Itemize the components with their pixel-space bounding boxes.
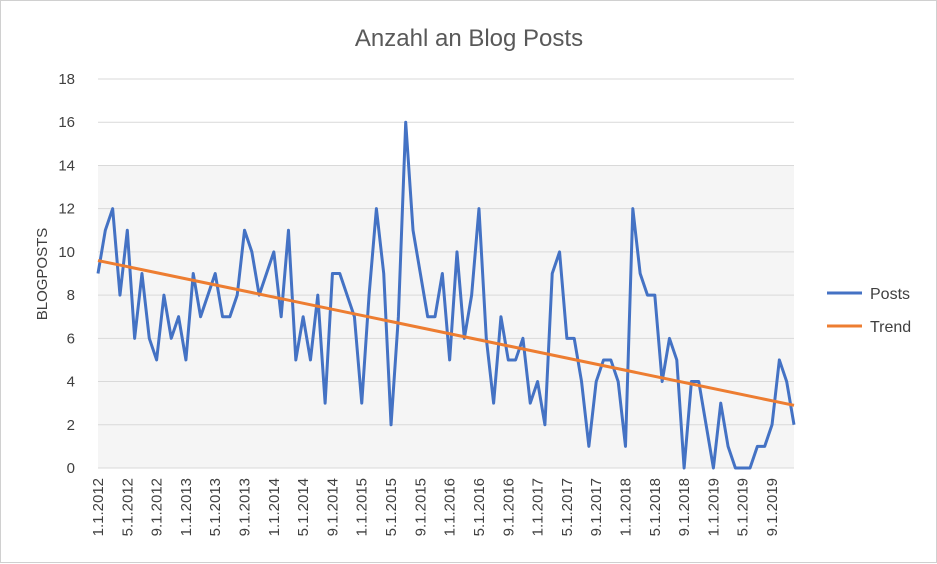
y-tick-label: 10 [58,244,75,261]
y-tick-label: 12 [58,201,75,218]
x-tick-label: 1.1.2012 [90,478,107,536]
x-tick-label: 1.1.2014 [266,478,283,536]
y-tick-label: 0 [67,460,75,477]
gridlines [98,78,794,469]
x-tick-label: 1.1.2015 [354,478,371,536]
legend-label-trend: Trend [870,319,911,336]
series-line-posts [96,120,796,470]
x-tick-label: 9.1.2018 [676,478,693,536]
series-line-trend [97,259,795,407]
y-tick-label: 16 [58,114,75,131]
x-tick-label: 9.1.2014 [324,478,341,536]
x-tick-label: 1.1.2013 [178,478,195,536]
x-tick-label: 1.1.2018 [617,478,634,536]
x-tick-label: 9.1.2019 [764,478,781,536]
y-tick-label: 14 [58,157,75,174]
y-tick-label: 4 [67,374,75,391]
x-tick-label: 1.1.2019 [705,478,722,536]
x-tick-label: 5.1.2014 [295,478,312,536]
x-tick-label: 9.1.2012 [149,478,166,536]
x-tick-label: 9.1.2015 [412,478,429,536]
x-tick-label: 1.1.2017 [530,478,547,536]
legend-label-posts: Posts [870,286,910,303]
x-tick-label: 5.1.2019 [735,478,752,536]
x-tick-label: 5.1.2013 [207,478,224,536]
legend: Posts Trend [827,286,911,336]
y-axis-label: BLOGPOSTS [34,228,51,321]
x-tick-label: 5.1.2016 [471,478,488,536]
x-tick-label: 9.1.2016 [500,478,517,536]
x-tick-label: 1.1.2016 [442,478,459,536]
x-tick-label: 5.1.2018 [647,478,664,536]
x-tick-label: 5.1.2017 [559,478,576,536]
series [96,120,796,470]
x-tick-label: 5.1.2015 [383,478,400,536]
y-tick-label: 18 [58,71,75,88]
x-tick-label: 5.1.2012 [119,478,136,536]
x-tick-label: 9.1.2013 [237,478,254,536]
chart-title: Anzahl an Blog Posts [355,25,583,52]
y-tick-label: 8 [67,287,75,304]
x-tick-label: 9.1.2017 [588,478,605,536]
y-tick-label: 2 [67,417,75,434]
y-tick-label: 6 [67,330,75,347]
axes: 0 2 4 6 8 10 12 14 16 18 1.1.2012 5.1.2012 9.1.2012 1… [58,71,781,536]
